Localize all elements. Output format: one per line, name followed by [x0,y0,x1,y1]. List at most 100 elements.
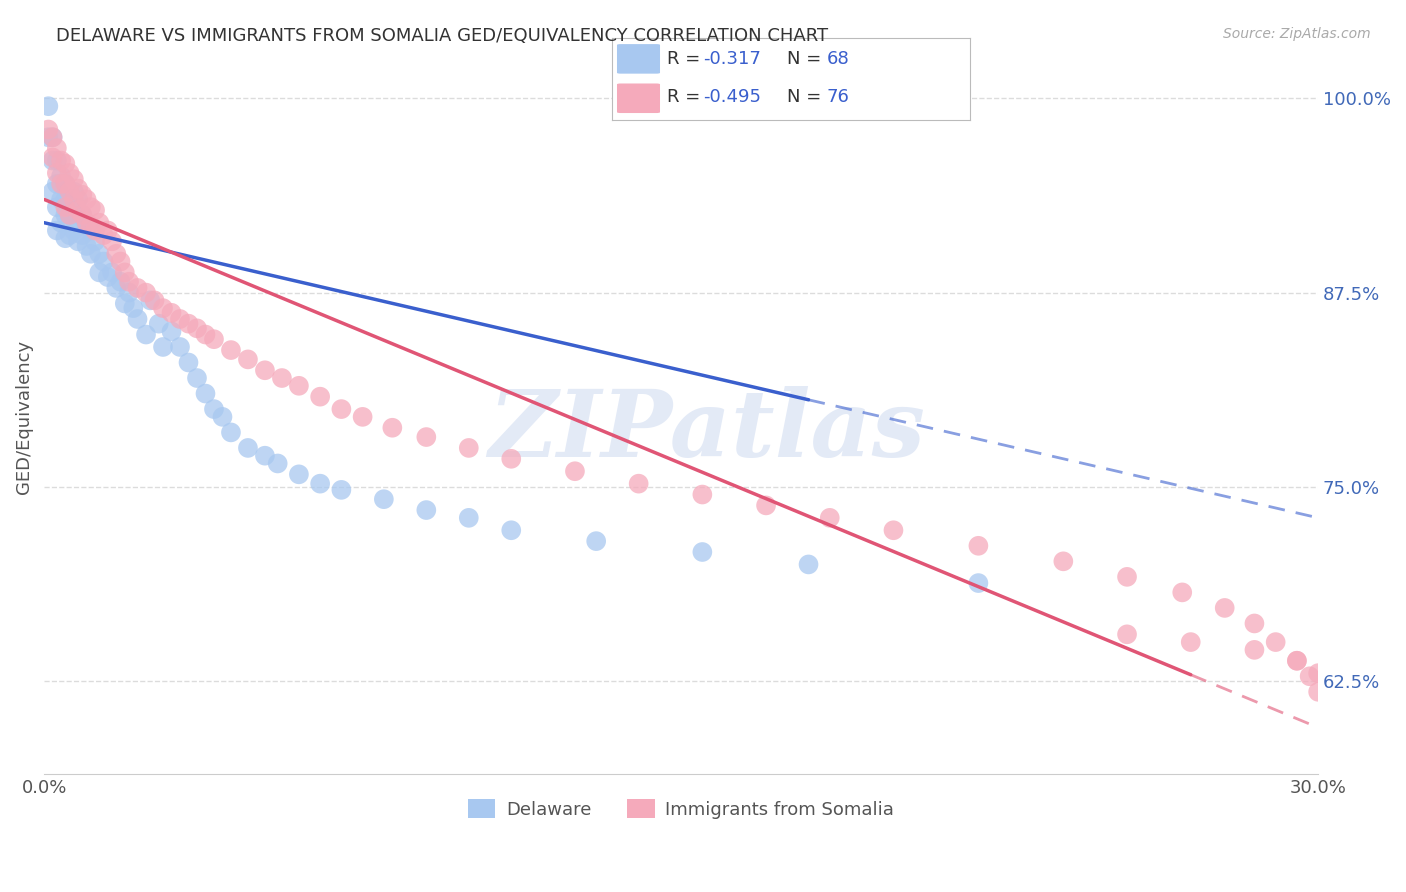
Point [89,246,111,260]
FancyBboxPatch shape [617,44,659,74]
Point [101,265,124,279]
Point [564,464,586,478]
Point [177,355,200,369]
Point [41,153,63,168]
Point [58,166,80,180]
Point [67,181,90,195]
Point [41,151,63,165]
Point [76,216,98,230]
Point [53,208,76,222]
Point [97,270,120,285]
Point [45,153,67,168]
Point [755,499,778,513]
Point [266,457,288,471]
Point [72,228,94,243]
Point [67,235,90,249]
Legend: Delaware, Immigrants from Somalia: Delaware, Immigrants from Somalia [461,792,901,826]
Point [37,99,59,113]
Point [271,371,294,385]
Point [80,200,103,214]
Point [37,130,59,145]
Point [1308,685,1330,699]
Point [309,476,332,491]
Text: ZIPatlas: ZIPatlas [488,386,925,476]
Point [1298,669,1320,683]
Point [58,187,80,202]
Point [80,219,103,233]
Point [58,208,80,222]
Point [797,558,820,572]
Point [45,200,67,214]
Point [76,239,98,253]
Point [41,130,63,145]
Point [53,177,76,191]
Point [41,185,63,199]
Point [818,511,841,525]
Point [45,141,67,155]
Point [288,467,311,482]
Point [1264,635,1286,649]
Text: Source: ZipAtlas.com: Source: ZipAtlas.com [1223,27,1371,41]
Point [63,223,86,237]
Point [169,340,191,354]
Point [692,487,714,501]
Text: 68: 68 [827,50,849,68]
Point [76,216,98,230]
Point [49,177,72,191]
Point [627,476,650,491]
Point [76,193,98,207]
Point [114,265,136,279]
Point [352,409,374,424]
Point [501,451,523,466]
FancyBboxPatch shape [617,84,659,113]
Text: N =: N = [787,50,827,68]
Point [1171,585,1194,599]
Point [202,402,225,417]
Point [110,275,132,289]
Point [45,223,67,237]
Point [67,193,90,207]
Point [1180,635,1202,649]
Point [309,390,332,404]
Point [148,317,170,331]
Point [105,246,128,260]
Point [49,153,72,168]
Point [63,172,86,186]
Point [152,301,174,315]
Text: R =: R = [668,50,706,68]
Point [194,386,217,401]
Point [457,511,479,525]
Point [93,228,115,243]
Point [1308,666,1330,681]
Point [58,185,80,199]
Point [692,545,714,559]
Point [967,539,990,553]
Point [53,177,76,191]
Point [49,216,72,230]
Y-axis label: GED/Equivalency: GED/Equivalency [15,340,32,494]
Point [67,212,90,227]
Text: N =: N = [787,88,827,106]
Point [1243,616,1265,631]
Point [415,503,437,517]
Text: 76: 76 [827,88,849,106]
Point [41,130,63,145]
Point [1213,601,1236,615]
Text: -0.495: -0.495 [703,88,761,106]
Point [63,185,86,199]
Point [84,223,107,237]
Point [84,203,107,218]
Point [105,281,128,295]
Point [72,187,94,202]
Point [135,285,157,300]
Point [143,293,166,308]
Point [330,402,353,417]
Point [253,449,276,463]
Point [72,208,94,222]
Point [211,409,233,424]
Point [53,200,76,214]
Text: -0.317: -0.317 [703,50,761,68]
Point [160,306,183,320]
Point [58,228,80,243]
Point [1052,554,1074,568]
